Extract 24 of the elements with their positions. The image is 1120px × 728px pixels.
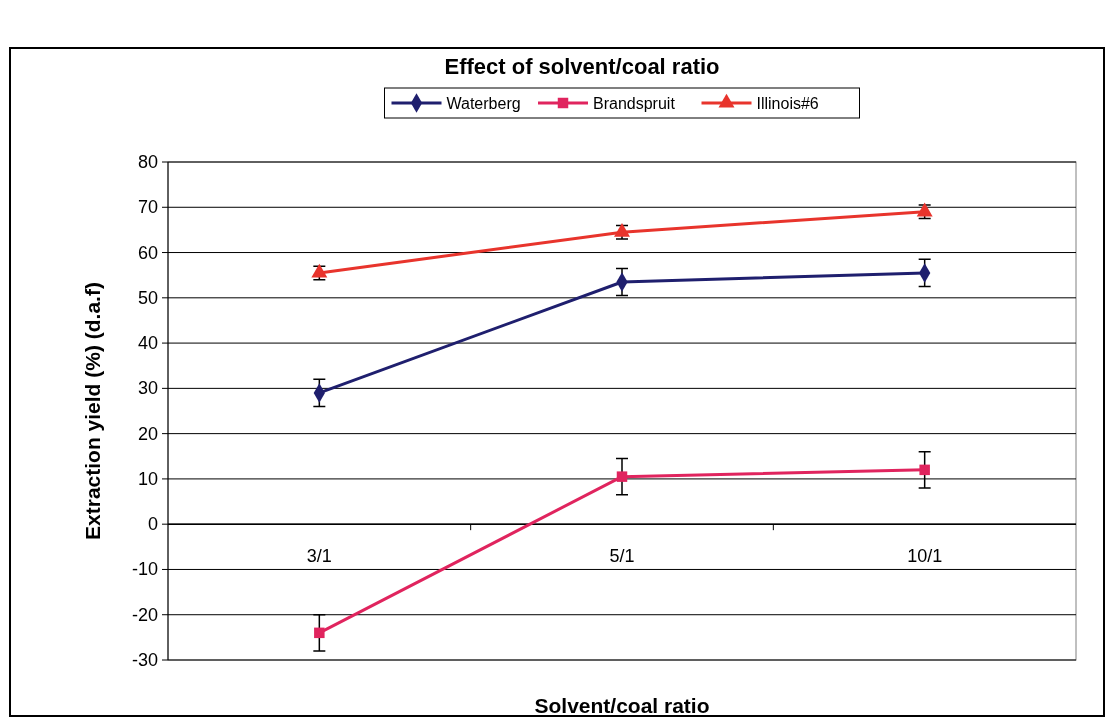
- x-tick-label: 5/1: [609, 546, 635, 567]
- y-tick-label: 60: [137, 242, 158, 263]
- y-tick-label: -30: [131, 650, 158, 670]
- y-tick-label: -10: [131, 559, 158, 580]
- y-tick-label: 0: [147, 514, 158, 535]
- x-tick-label: 10/1: [907, 546, 943, 567]
- chart-title: Effect of solvent/coal ratio: [444, 54, 720, 79]
- legend-label: Waterberg: [446, 95, 521, 112]
- y-tick-label: 30: [137, 378, 158, 399]
- point: [314, 627, 325, 639]
- y-tick-label: -20: [131, 604, 158, 625]
- y-axis-title: Extraction yield (%) (d.a.f): [81, 282, 104, 540]
- y-tick-label: 40: [137, 333, 158, 354]
- legend-label: Brandspruit: [593, 95, 676, 112]
- x-tick-label: 3/1: [306, 546, 332, 567]
- point: [919, 464, 930, 476]
- y-tick-label: 80: [137, 152, 158, 172]
- x-axis-title: Solvent/coal ratio: [534, 694, 710, 717]
- y-tick-label: 10: [137, 468, 158, 489]
- y-tick-label: 20: [137, 423, 158, 444]
- legend-label: Illinois#6: [756, 95, 819, 112]
- y-tick-label: 70: [137, 197, 158, 218]
- y-tick-label: 50: [137, 287, 158, 308]
- point: [616, 471, 628, 482]
